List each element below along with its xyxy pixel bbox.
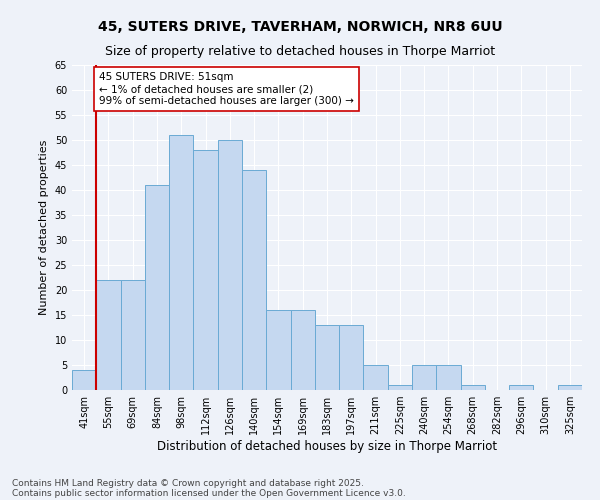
Text: 45, SUTERS DRIVE, TAVERHAM, NORWICH, NR8 6UU: 45, SUTERS DRIVE, TAVERHAM, NORWICH, NR8… bbox=[98, 20, 502, 34]
Bar bbox=[436, 365, 461, 390]
Bar bbox=[72, 370, 96, 390]
Bar bbox=[218, 140, 242, 390]
Bar bbox=[169, 135, 193, 390]
Bar bbox=[509, 385, 533, 390]
Bar bbox=[315, 325, 339, 390]
Bar bbox=[193, 150, 218, 390]
Text: 45 SUTERS DRIVE: 51sqm
← 1% of detached houses are smaller (2)
99% of semi-detac: 45 SUTERS DRIVE: 51sqm ← 1% of detached … bbox=[99, 72, 353, 106]
Bar bbox=[96, 280, 121, 390]
X-axis label: Distribution of detached houses by size in Thorpe Marriot: Distribution of detached houses by size … bbox=[157, 440, 497, 453]
Text: Contains HM Land Registry data © Crown copyright and database right 2025.: Contains HM Land Registry data © Crown c… bbox=[12, 478, 364, 488]
Y-axis label: Number of detached properties: Number of detached properties bbox=[39, 140, 49, 315]
Bar bbox=[388, 385, 412, 390]
Text: Contains public sector information licensed under the Open Government Licence v3: Contains public sector information licen… bbox=[12, 488, 406, 498]
Bar bbox=[290, 310, 315, 390]
Bar bbox=[558, 385, 582, 390]
Bar bbox=[461, 385, 485, 390]
Bar bbox=[266, 310, 290, 390]
Bar bbox=[145, 185, 169, 390]
Text: Size of property relative to detached houses in Thorpe Marriot: Size of property relative to detached ho… bbox=[105, 45, 495, 58]
Bar bbox=[339, 325, 364, 390]
Bar bbox=[364, 365, 388, 390]
Bar bbox=[412, 365, 436, 390]
Bar bbox=[242, 170, 266, 390]
Bar bbox=[121, 280, 145, 390]
